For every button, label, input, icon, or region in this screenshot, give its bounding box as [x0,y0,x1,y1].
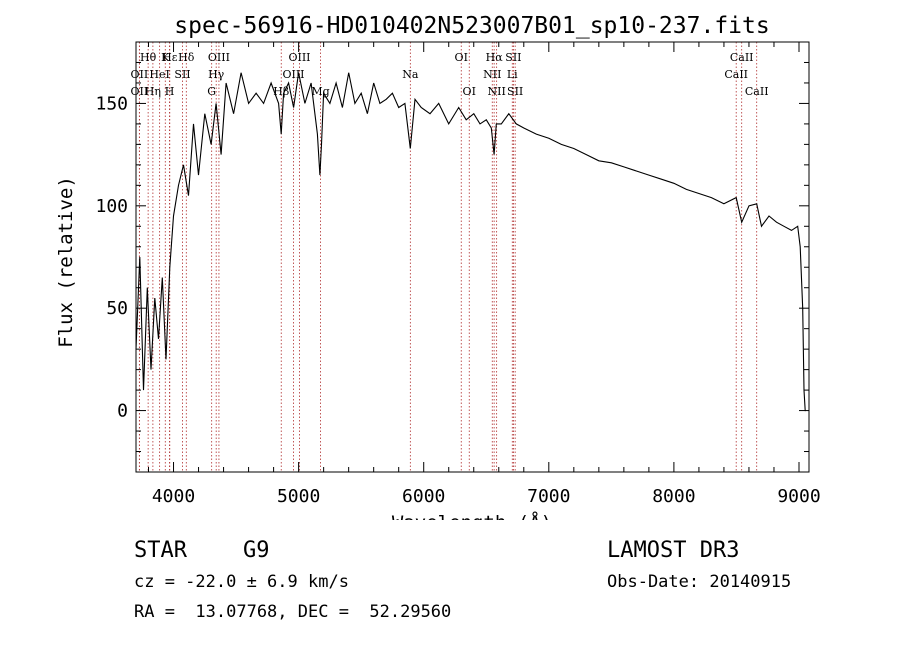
line-label-13: OIII [288,51,310,64]
x-tick-label-0: 4000 [152,486,195,507]
line-label-20: Hα [486,51,504,64]
x-tick-labels: 4000 5000 6000 7000 8000 9000 [152,486,821,507]
x-tick-label-3: 7000 [527,486,570,507]
line-label-25: SII [507,85,523,98]
y-tick-label-0: 0 [117,401,128,422]
line-label-8: Hη [145,85,161,98]
line-label-24: Li [507,68,518,81]
x-axis-label: Wavelength (Å) [392,511,552,520]
line-label-27: CaII [724,68,748,81]
line-label-2: K [161,51,170,64]
survey-release: LAMOST DR3 [607,538,740,563]
spectrum-series-line [135,72,806,412]
line-label-14: OIII [282,68,304,81]
line-label-19: OI [463,85,476,98]
plot-frame [135,41,810,473]
spectrum-chart: spec-56916-HD010402N523007B01_sp10-237.f… [55,13,821,520]
axis-ticks [136,41,809,472]
line-label-0: Hε [162,51,178,64]
line-label-26: CaII [730,51,754,64]
line-label-22: NII [487,85,505,98]
x-tick-label-4: 8000 [652,486,695,507]
line-label-10: OIII [208,51,230,64]
line-label-4: OII [131,68,149,81]
coordinates: RA = 13.07768, DEC = 52.29560 [134,602,452,622]
x-tick-label-2: 6000 [402,486,445,507]
line-label-3: Hδ [178,51,195,64]
spectral-line-markers [138,42,758,472]
y-tick-label-1: 50 [106,298,128,319]
line-label-11: Hγ [208,68,225,81]
line-label-6: SII [174,68,190,81]
line-label-21: NII [483,68,501,81]
redshift-value: cz = -22.0 ± 6.9 km/s [134,572,349,592]
x-tick-label-1: 5000 [277,486,320,507]
line-label-1: Hθ [140,51,157,64]
line-label-9: H [165,85,175,98]
line-label-17: Na [402,68,419,81]
observation-date: Obs-Date: 20140915 [607,572,792,592]
line-label-16: Mg [311,85,329,98]
line-label-12: G [207,85,216,98]
line-label-18: OI [455,51,468,64]
line-label-28: CaII [745,85,769,98]
y-tick-label-3: 150 [95,93,128,114]
x-tick-label-5: 9000 [777,486,820,507]
y-axis-label: Flux (relative) [55,176,77,348]
chart-title: spec-56916-HD010402N523007B01_sp10-237.f… [174,13,769,39]
line-label-7: OII [131,85,149,98]
y-tick-label-2: 100 [95,196,128,217]
line-label-5: HeI [149,68,169,81]
y-tick-labels: 0 50 100 150 [95,93,128,421]
object-subclass: G9 [243,538,270,563]
line-label-23: SII [505,51,521,64]
object-class: STAR [134,538,187,563]
line-label-15: Hβ [273,85,289,98]
